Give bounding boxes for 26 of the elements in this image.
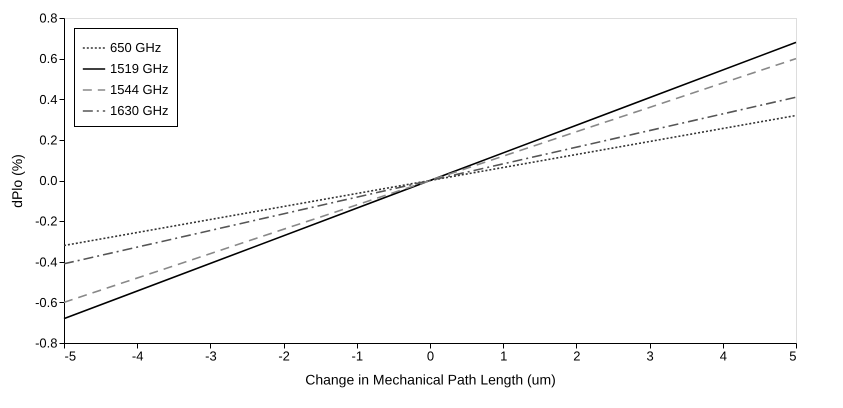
y-axis-title: dPlo (%) <box>9 154 26 208</box>
x-tick-label: 5 <box>789 348 796 364</box>
x-tick-label: -2 <box>278 348 290 364</box>
y-tick-label: 0.0 <box>39 173 58 188</box>
y-tick-label: -0.4 <box>35 254 58 270</box>
x-tick-label: -5 <box>64 348 76 364</box>
y-tick-label: 0.4 <box>39 92 58 107</box>
legend-label: 650 GHz <box>110 40 162 55</box>
x-tick-label: -1 <box>352 348 364 364</box>
x-tick-label: 1 <box>500 348 508 364</box>
y-tick-label: 0.8 <box>39 10 58 26</box>
legend-label: 1519 GHz <box>110 61 169 76</box>
x-axis-title: Change in Mechanical Path Length (um) <box>305 372 556 388</box>
legend-label: 1630 GHz <box>110 103 169 118</box>
y-tick-label: 0.2 <box>39 132 58 148</box>
x-tick-label: -4 <box>132 348 144 364</box>
y-tick-label: -0.2 <box>35 214 58 229</box>
y-tick-label: -0.8 <box>35 336 58 350</box>
x-tick-label: 2 <box>573 348 581 364</box>
legend-label: 1544 GHz <box>110 82 169 97</box>
x-tick-label: -3 <box>205 348 217 364</box>
y-tick-label: -0.6 <box>35 294 58 310</box>
x-tick-label: 0 <box>426 348 434 364</box>
x-tick-label: 3 <box>646 348 654 364</box>
x-tick-label: 4 <box>720 348 727 364</box>
y-tick-label: 0.6 <box>39 51 58 66</box>
